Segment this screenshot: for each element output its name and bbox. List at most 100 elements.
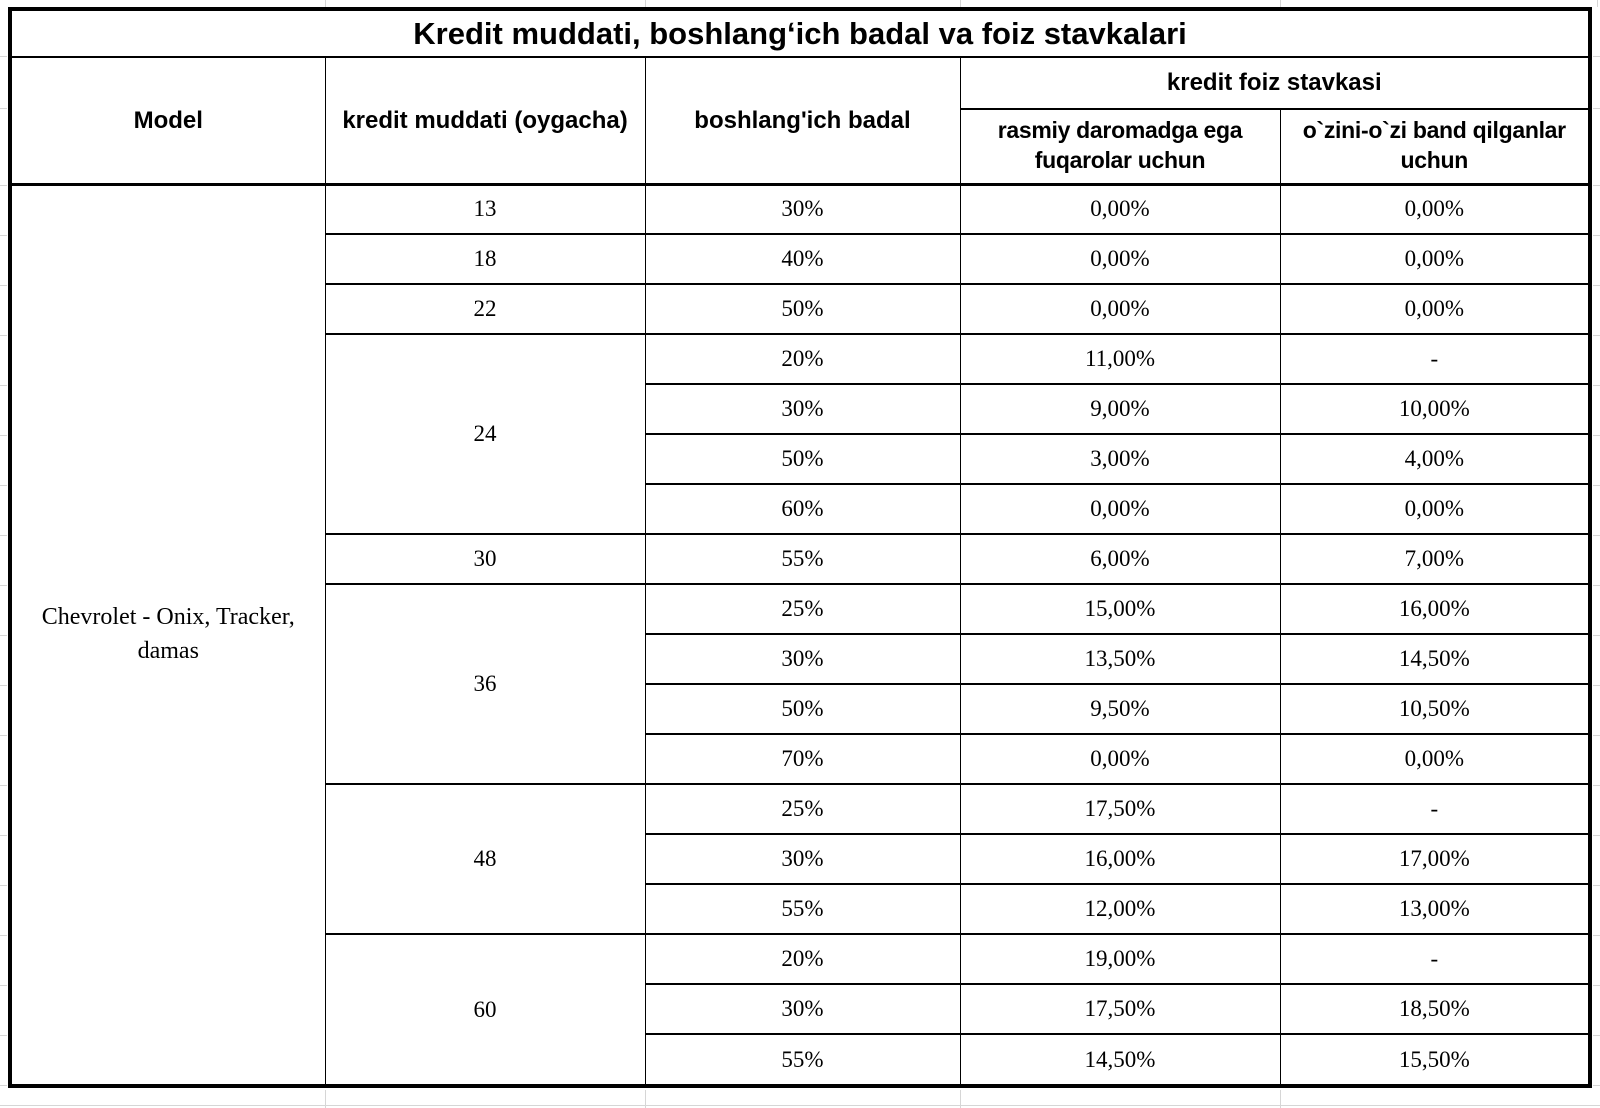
spreadsheet-gridline — [960, 0, 961, 7]
term-cell: 48 — [325, 784, 646, 935]
spreadsheet-gridline — [1593, 385, 1600, 386]
down-payment-cell: 50% — [645, 434, 961, 485]
spreadsheet-gridline — [645, 1090, 646, 1108]
spreadsheet-gridline — [0, 56, 7, 57]
spreadsheet-gridline — [1593, 485, 1600, 486]
rate-self-employed-cell: 4,00% — [1280, 434, 1589, 485]
spreadsheet-gridline — [0, 585, 7, 586]
spreadsheet-gridline — [960, 1090, 961, 1108]
term-cell: 22 — [325, 284, 646, 335]
down-payment-cell: 60% — [645, 484, 961, 535]
spreadsheet-gridline — [1593, 835, 1600, 836]
column-header-model: Model — [12, 57, 326, 186]
table-row: 70% 0,00% 0,00% — [12, 734, 1589, 785]
rate-self-employed-cell: 0,00% — [1280, 484, 1589, 535]
spreadsheet-gridline — [0, 235, 7, 236]
rate-self-employed-cell: 10,50% — [1280, 684, 1589, 735]
spreadsheet-gridline — [0, 108, 7, 109]
table-row: 60% 0,00% 0,00% — [12, 484, 1589, 535]
rate-official-cell: 9,00% — [960, 384, 1281, 435]
table-row: 60 20% 19,00% - — [12, 934, 1589, 1084]
spreadsheet-gridline — [0, 635, 7, 636]
table-row: 55% 14,50% 15,50% — [12, 1034, 1588, 1084]
spreadsheet-gridline — [1597, 0, 1598, 7]
column-header-term: kredit muddati (oygacha) — [325, 57, 646, 186]
table-row: 50% 9,50% 10,50% — [12, 684, 1589, 735]
down-payment-cell: 30% — [645, 834, 961, 885]
down-payment-cell: 30% — [645, 184, 961, 235]
rate-self-employed-cell: 14,50% — [1280, 634, 1589, 685]
column-header-rate-group: kredit foiz stavkasi — [960, 57, 1589, 110]
down-payment-cell: 30% — [645, 984, 961, 1035]
rate-official-cell: 17,50% — [960, 984, 1281, 1035]
down-payment-cell: 70% — [645, 734, 961, 785]
rate-self-employed-cell: 0,00% — [1280, 284, 1589, 335]
spreadsheet-gridline — [0, 285, 7, 286]
down-payment-cell: 40% — [645, 234, 961, 285]
spreadsheet-gridline — [0, 335, 7, 336]
spreadsheet-gridline — [1593, 535, 1600, 536]
rate-self-employed-cell: 15,50% — [1398, 1046, 1470, 1072]
down-payment-cell: 30% — [645, 634, 961, 685]
rate-self-employed-cell: 0,00% — [1280, 184, 1589, 235]
rate-self-employed-cell: 0,00% — [1280, 734, 1589, 785]
column-header-rate-self-employed: o`zini-o`zi band qilganlar uchun — [1280, 109, 1589, 186]
down-payment-cell: 55% — [645, 1034, 961, 1084]
spreadsheet-gridline — [1593, 235, 1600, 236]
down-payment-cell: 30% — [645, 384, 961, 435]
table-row: 30% 9,00% 10,00% — [12, 384, 1589, 435]
spreadsheet-gridline — [1280, 1090, 1281, 1108]
spreadsheet-gridline — [1593, 985, 1600, 986]
down-payment-cell: 50% — [645, 284, 961, 335]
rate-official-cell: 13,50% — [960, 634, 1281, 685]
spreadsheet-gridline — [0, 685, 7, 686]
spreadsheet-gridline — [0, 485, 7, 486]
spreadsheet-gridline — [0, 1035, 7, 1036]
spreadsheet-gridline — [0, 985, 7, 986]
down-payment-cell: 20% — [645, 334, 961, 385]
table-row: 50% 3,00% 4,00% — [12, 434, 1589, 485]
spreadsheet-gridline — [325, 1090, 326, 1108]
table-row: 48 25% 17,50% - — [12, 784, 1589, 935]
spreadsheet-gridline — [1593, 785, 1600, 786]
down-payment-cell: 25% — [645, 584, 961, 635]
down-payment-cell: 50% — [645, 684, 961, 735]
spreadsheet-gridline — [1593, 185, 1600, 186]
spreadsheet-gridline — [0, 785, 7, 786]
model-cell: Chevrolet - Onix, Tracker, damas — [12, 184, 326, 1084]
column-header-rate-official: rasmiy daromadga ega fuqarolar uchun — [960, 109, 1281, 186]
spreadsheet-gridline — [1593, 435, 1600, 436]
spreadsheet-gridline — [1593, 935, 1600, 936]
rate-official-cell: 15,00% — [960, 584, 1281, 635]
table-row: 22 50% 0,00% 0,00% — [12, 284, 1589, 335]
spreadsheet-gridline — [1593, 735, 1600, 736]
column-header-down-payment: boshlang'ich badal — [645, 57, 961, 186]
spreadsheet-gridline — [0, 185, 7, 186]
spreadsheet-gridline — [1593, 1035, 1600, 1036]
rate-self-employed-cell: 0,00% — [1280, 234, 1589, 285]
rate-official-cell: 6,00% — [960, 534, 1281, 585]
table-row: Chevrolet - Onix, Tracker, damas 13 30% 0,0… — [12, 184, 1589, 1084]
spreadsheet-gridline — [0, 1105, 1600, 1106]
rate-self-employed-cell: - — [1280, 784, 1589, 835]
table-row: 30% 13,50% 14,50% — [12, 634, 1589, 685]
table-row: 30% 17,50% 18,50% — [12, 984, 1589, 1035]
rate-official-cell: 3,00% — [960, 434, 1281, 485]
spreadsheet-gridline — [1593, 108, 1600, 109]
rate-official-cell: 16,00% — [960, 834, 1281, 885]
rate-official-cell: 0,00% — [960, 184, 1281, 235]
rate-self-employed-cell: - — [1280, 334, 1589, 385]
table-title: Kredit muddati, boshlangʻich badal va fo… — [12, 11, 1589, 58]
rate-self-employed-cell: 13,00% — [1280, 884, 1589, 935]
rate-self-employed-cell: 17,00% — [1280, 834, 1589, 885]
rate-official-cell: 0,00% — [960, 734, 1281, 785]
down-payment-cell: 25% — [645, 784, 961, 835]
term-cell: 18 — [325, 234, 646, 285]
rate-self-employed-cell: 10,00% — [1280, 384, 1589, 435]
down-payment-cell: 55% — [645, 534, 961, 585]
rate-official-cell: 14,50% — [960, 1034, 1281, 1084]
spreadsheet-gridline — [1593, 1085, 1600, 1086]
spreadsheet-gridline — [1593, 885, 1600, 886]
spreadsheet-gridline — [0, 885, 7, 886]
